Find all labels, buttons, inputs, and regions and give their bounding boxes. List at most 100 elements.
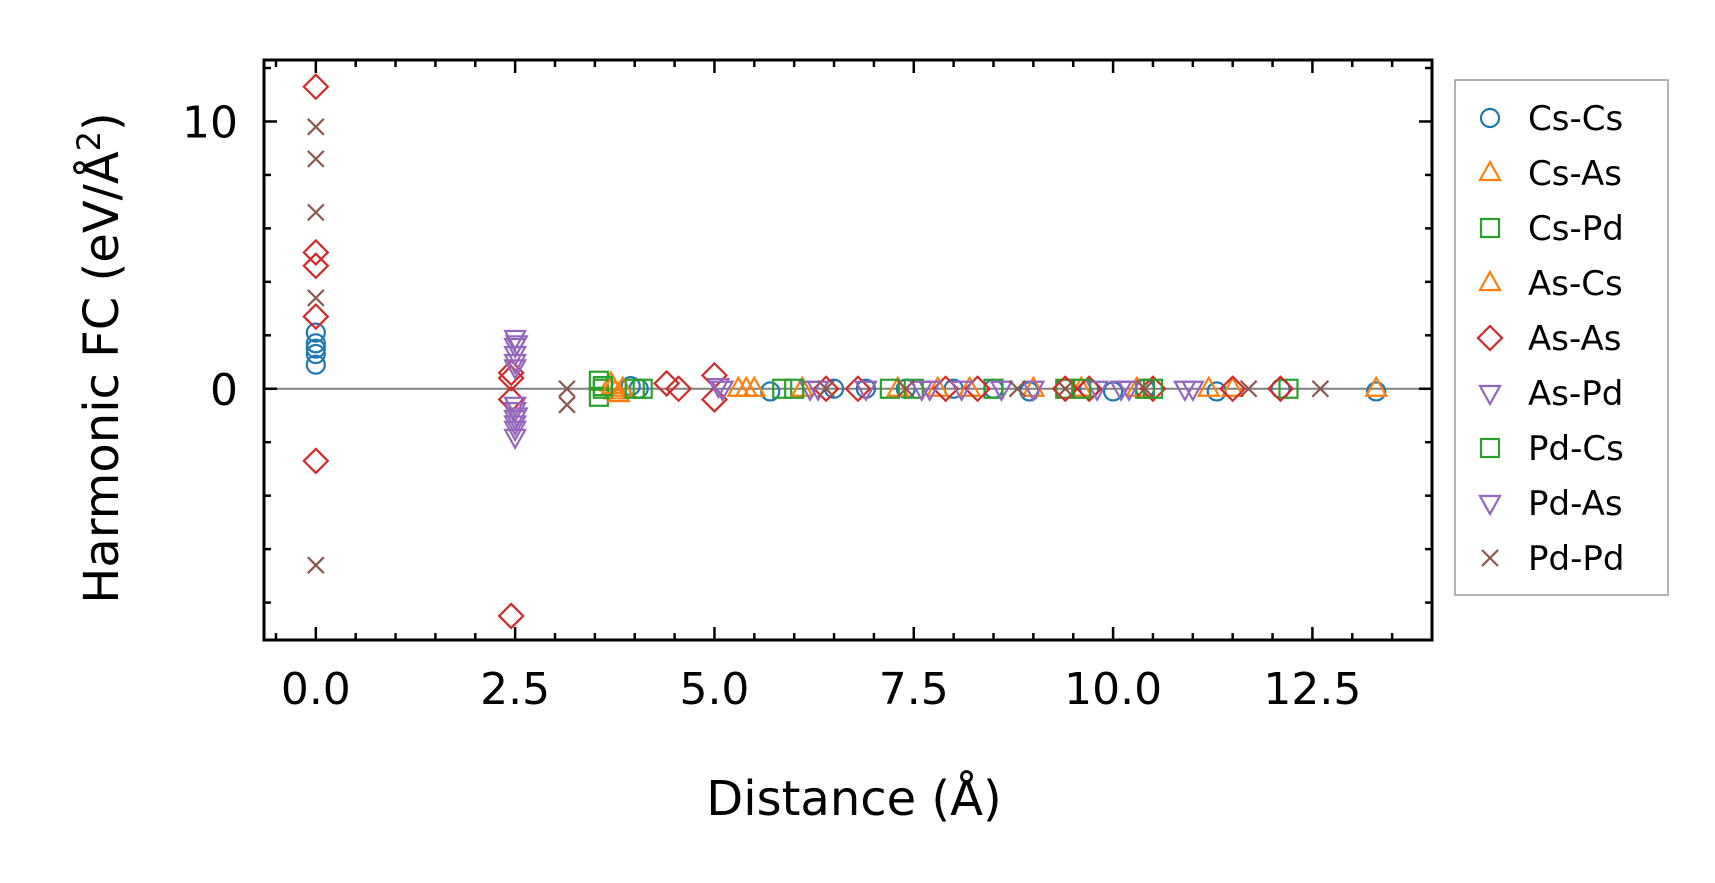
- data-point: [307, 289, 325, 307]
- x-tick-label: 2.5: [480, 664, 550, 715]
- series-as-as: [302, 73, 1295, 630]
- y-tick-label: 10: [182, 97, 238, 148]
- x-tick-label: 7.5: [879, 664, 949, 715]
- x-tick-label: 5.0: [679, 664, 749, 715]
- data-point: [302, 252, 330, 280]
- legend-marker: [1478, 159, 1502, 182]
- y-axis-label-main: Harmonic FC (eV/Å: [73, 151, 130, 604]
- x-axis-label: Distance (Å): [706, 770, 1001, 827]
- data-point: [854, 380, 878, 403]
- legend-label: As-Pd: [1528, 374, 1623, 414]
- data-point: [1196, 375, 1221, 397]
- legend-marker: [1479, 107, 1501, 129]
- data-point: [700, 385, 729, 414]
- series-pd-pd: [307, 118, 1330, 574]
- data-point: [897, 379, 915, 398]
- data-point: [1021, 375, 1046, 397]
- data-point: [925, 375, 950, 397]
- data-point: [1219, 375, 1247, 403]
- legend-marker: [1479, 437, 1501, 459]
- data-point: [307, 203, 325, 222]
- data-point: [305, 333, 326, 354]
- axis-ticks-group: [264, 60, 1432, 640]
- data-point: [784, 378, 805, 399]
- legend-label: Pd-Cs: [1528, 429, 1624, 469]
- data-point: [653, 369, 681, 397]
- data-point: [503, 353, 528, 376]
- data-point: [1056, 379, 1075, 398]
- data-point: [1180, 380, 1205, 403]
- x-tick-label: 10.0: [1064, 664, 1162, 715]
- data-point: [305, 338, 326, 359]
- plot-area-frame: [262, 58, 1434, 642]
- data-point: [1136, 379, 1154, 398]
- x-tick-label: 12.5: [1263, 664, 1361, 715]
- data-point: [1071, 378, 1092, 399]
- legend-label: Cs-As: [1528, 154, 1622, 194]
- data-point: [592, 375, 613, 397]
- x-tick-labels: 0.0 2.5 5.0 7.5 10.0 12.5: [281, 664, 1362, 715]
- data-point: [1075, 375, 1103, 403]
- data-point: [1055, 378, 1076, 399]
- data-point: [710, 380, 735, 403]
- x-tick-label: 0.0: [281, 664, 351, 715]
- legend-label: Cs-Cs: [1528, 99, 1623, 139]
- y-tick-labels: 0 10: [182, 97, 238, 415]
- data-point: [558, 379, 576, 398]
- legend-label: As-Cs: [1528, 264, 1623, 304]
- data-point: [706, 377, 731, 400]
- data-point: [504, 407, 529, 429]
- data-point: [1008, 379, 1027, 398]
- data-point: [503, 415, 528, 437]
- data-point: [957, 375, 982, 397]
- data-point: [497, 602, 525, 630]
- data-point: [1220, 375, 1245, 397]
- legend-marker: [1479, 217, 1501, 239]
- data-points-group: [302, 73, 1389, 630]
- data-point: [307, 118, 325, 136]
- data-point: [983, 378, 1004, 399]
- data-point: [989, 380, 1014, 403]
- data-point: [844, 375, 872, 403]
- data-point: [909, 380, 934, 403]
- data-point: [302, 238, 330, 266]
- data-point: [307, 150, 325, 168]
- data-point: [772, 378, 793, 399]
- data-point: [305, 322, 326, 343]
- data-point: [302, 73, 330, 101]
- legend-marker: [1476, 324, 1504, 352]
- data-point: [497, 364, 525, 392]
- legend-label: Cs-Pd: [1528, 209, 1624, 249]
- y-axis-label-close: ): [74, 112, 130, 131]
- data-point: [305, 343, 326, 365]
- data-point: [1021, 380, 1046, 403]
- legend-label: As-As: [1528, 319, 1621, 359]
- legend-marker: [1478, 494, 1502, 517]
- data-point: [503, 359, 528, 381]
- legend-marker: [1478, 384, 1502, 407]
- data-point: [949, 380, 974, 403]
- data-point: [1364, 375, 1389, 397]
- data-point: [606, 380, 631, 403]
- legend-label: Pd-Pd: [1528, 539, 1624, 579]
- data-point: [1278, 378, 1299, 399]
- data-point: [1266, 375, 1295, 403]
- data-point: [302, 303, 330, 331]
- data-point: [1366, 381, 1387, 402]
- y-axis-label-superscript: 2: [70, 131, 108, 151]
- data-point: [1239, 379, 1258, 398]
- data-point: [504, 335, 529, 357]
- data-point: [497, 359, 525, 387]
- legend-box: [1454, 79, 1669, 596]
- data-point: [817, 379, 835, 398]
- data-point: [305, 354, 326, 375]
- legend: Cs-Cs Cs-As Cs-Pd As-Cs As-As As-Pd Pd-Cs Pd-As…: [1454, 79, 1669, 596]
- data-point: [503, 396, 528, 419]
- legend-marker: [1481, 549, 1499, 567]
- data-point: [1085, 380, 1110, 403]
- data-point: [302, 447, 330, 475]
- data-point: [307, 556, 325, 574]
- data-point: [734, 375, 759, 397]
- y-axis-label: Harmonic FC (eV/Å2): [70, 112, 130, 604]
